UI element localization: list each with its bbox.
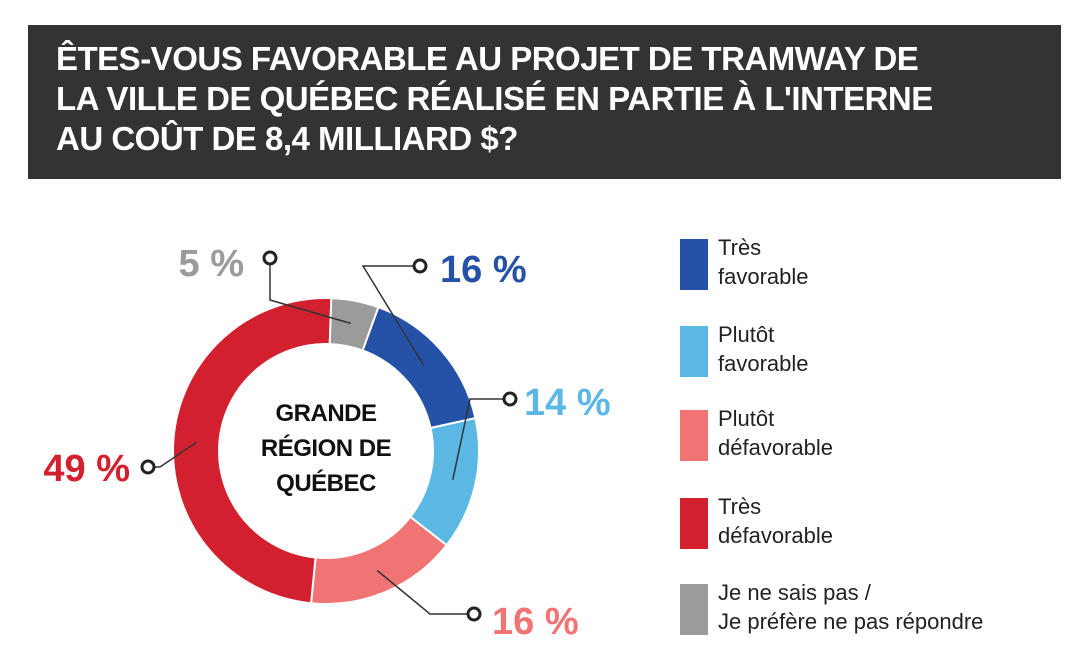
center-label-line-3: QUÉBEC (276, 469, 376, 497)
data-label-je-ne-sais-pas: 5 % (179, 243, 244, 285)
center-label-line-1: GRANDE (275, 400, 376, 427)
data-label-plutot-defavorable: 16 % (492, 601, 579, 643)
title-line-3: AU COÛT DE 8,4 MILLIARD $? (56, 120, 518, 157)
legend-label-line: Très (718, 235, 762, 260)
leader-line (376, 569, 474, 615)
leader-endpoint-marker (140, 459, 156, 475)
legend-swatch (680, 584, 708, 635)
legend-swatch (680, 326, 708, 377)
title-line-1: ÊTES-VOUS FAVORABLE AU PROJET DE TRAMWAY… (56, 40, 919, 77)
legend-swatch (680, 410, 708, 461)
legend-label-line: défavorable (718, 523, 833, 548)
legend-label-line: favorable (718, 351, 809, 376)
leader-line (269, 258, 352, 325)
leader-lines (140, 250, 518, 622)
center-label-line-2: RÉGION DE (261, 434, 392, 462)
slice-je-ne-sais-pas (328, 297, 380, 352)
leader-endpoint-marker (466, 606, 482, 622)
legend-swatch (680, 239, 708, 290)
legend-label-line: Plutôt (718, 406, 775, 431)
legend-label-line: défavorable (718, 435, 833, 460)
legend-label-line: Très (718, 494, 762, 519)
leader-line (452, 398, 510, 480)
title-line-2: LA VILLE DE QUÉBEC RÉALISÉ EN PARTIE À L… (56, 80, 933, 117)
data-label-tres-favorable: 16 % (440, 249, 527, 291)
legend-label-line: Je préfère ne pas répondre (718, 609, 984, 634)
data-labels: 16 % 14 % 16 % 49 % 5 % (43, 243, 610, 643)
slice-tres-defavorable (171, 297, 333, 605)
legend-label-line: Je ne sais pas / (718, 580, 871, 605)
legend-label-line: Plutôt (718, 322, 775, 347)
title-bar: ÊTES-VOUS FAVORABLE AU PROJET DE TRAMWAY… (28, 25, 1061, 179)
donut-slices (171, 297, 480, 605)
leader-endpoint-marker (262, 250, 278, 266)
center-label: GRANDE RÉGION DE QUÉBEC (261, 400, 392, 497)
data-label-plutot-favorable: 14 % (524, 382, 611, 424)
legend-swatch (680, 498, 708, 549)
legend-label-line: favorable (718, 264, 809, 289)
slice-tres-favorable (361, 305, 477, 430)
data-label-tres-defavorable: 49 % (43, 448, 130, 490)
leader-endpoint-marker (412, 258, 428, 274)
slice-plutot-defavorable (309, 515, 448, 605)
leader-endpoint-marker (502, 391, 518, 407)
leader-line (361, 265, 425, 366)
